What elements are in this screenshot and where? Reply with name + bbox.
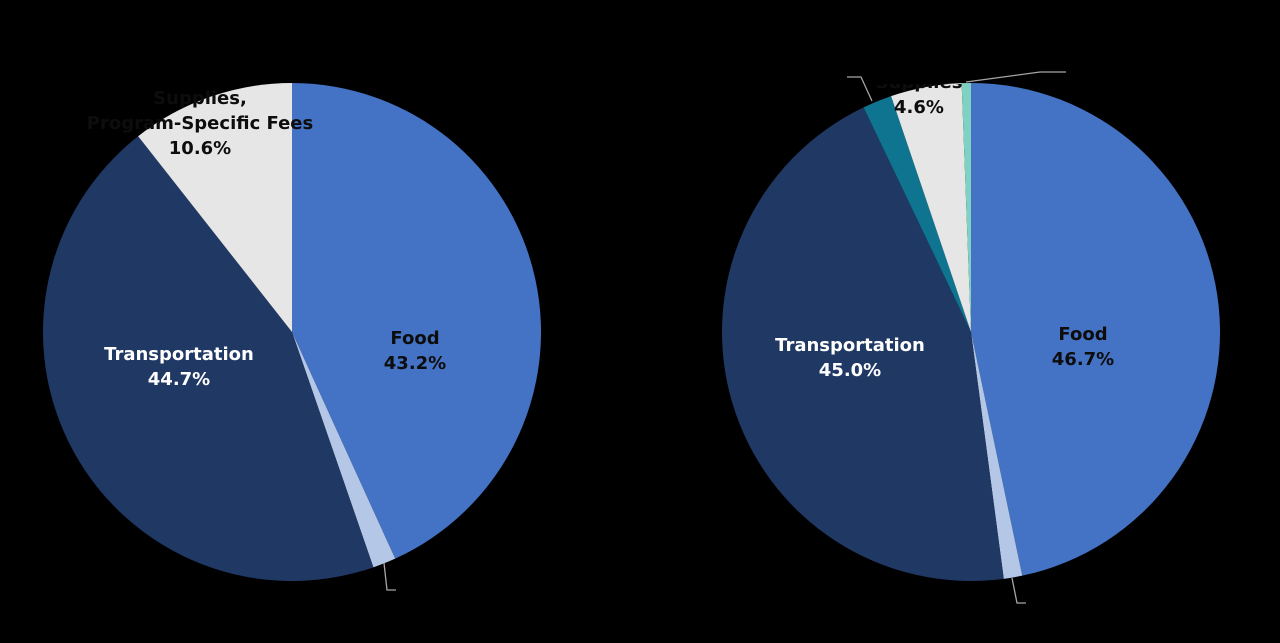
pie-1-label-line: 43.2% bbox=[384, 353, 446, 374]
pie-2-leader-other-program-costs bbox=[847, 76, 873, 102]
pie-1-labels: Food 43.2% Transportation 44.7% Supplies, Pro… bbox=[87, 88, 446, 390]
pie-2-label-line: Food bbox=[1058, 324, 1107, 345]
pie-1-label-food: Food 43.2% bbox=[384, 328, 446, 374]
pie-1-slice-supplies-program-specific-fees bbox=[138, 82, 292, 332]
pie-2-label-food: Food 46.7% bbox=[1052, 324, 1114, 370]
pie-2-slice-other-fees bbox=[961, 83, 971, 332]
pie-1-label-line: Transportation bbox=[104, 344, 254, 365]
pie-2-slice-other-program-costs bbox=[863, 96, 971, 332]
pie-2-leader-other bbox=[1011, 577, 1026, 604]
pie-chart-1: Food 43.2% Transportation 44.7% Supplies, Pro… bbox=[42, 82, 542, 591]
pie-1-label-line: Food bbox=[390, 328, 439, 349]
pie-2-slice-transportation bbox=[721, 107, 1004, 582]
pie-2-leader-other-fees bbox=[965, 71, 1066, 83]
pie-1-leader-other bbox=[383, 562, 396, 591]
pie-1-label-line: 10.6% bbox=[169, 138, 231, 159]
pie-2-label-line: 46.7% bbox=[1052, 349, 1114, 370]
pie-2-label-line: 4.6% bbox=[894, 97, 944, 118]
pie-1-label-transportation: Transportation 44.7% bbox=[104, 344, 254, 390]
pie-2-label-line: 45.0% bbox=[819, 360, 881, 381]
pie-2-label-transportation: Transportation 45.0% bbox=[775, 335, 925, 381]
pie-2-labels: Food 46.7% Transportation 45.0% Supplies 4.6% bbox=[775, 72, 1114, 381]
pie-2-label-line: Supplies bbox=[876, 72, 963, 93]
pie-1-label-line: Program-Specific Fees bbox=[87, 113, 313, 134]
pie-1-slice-other bbox=[292, 332, 396, 568]
pie-2-slice-other bbox=[971, 332, 1023, 579]
pie-2-slice-supplies bbox=[891, 83, 971, 333]
pie-1-slice-transportation bbox=[42, 136, 374, 582]
pie-1-label-line: 44.7% bbox=[148, 369, 210, 390]
pie-1-label-supplies-program-specific-fees: Supplies, Program-Specific Fees 10.6% bbox=[87, 88, 313, 159]
pie-2-slice-food bbox=[971, 83, 1221, 576]
pie-1-label-line: Supplies, bbox=[153, 88, 247, 109]
pie-2-label-supplies: Supplies 4.6% bbox=[876, 72, 963, 118]
pie-chart-2: Food 46.7% Transportation 45.0% Supplies 4.6% bbox=[721, 71, 1221, 604]
pie-2-label-line: Transportation bbox=[775, 335, 925, 356]
pie-1-slice-food bbox=[292, 83, 542, 559]
